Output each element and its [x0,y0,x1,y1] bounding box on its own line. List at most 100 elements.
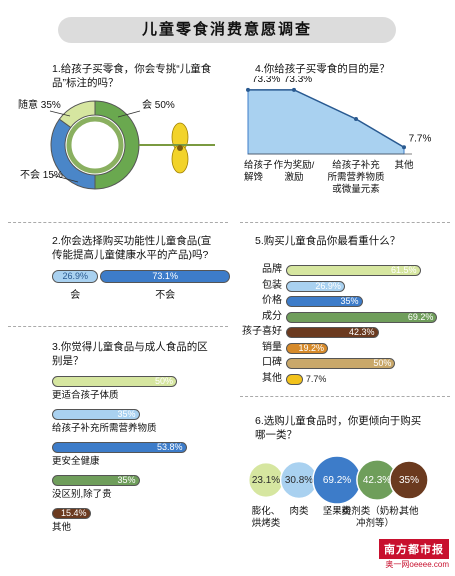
divider [240,222,450,223]
x-tick-label: 给孩子补充 [332,159,380,171]
bar-category-label: 其他 [262,372,282,384]
q1-question: 1.给孩子买零食，你会专挑“儿童食 品”标注的吗？ [52,63,212,89]
bar-category-label: 口碑 [262,357,282,368]
divider [8,326,228,327]
q2-question: 2.你会选择购买功能性儿童食品(宣 传能提高儿童健康水平的产品)吗? [52,235,212,261]
data-label: 7.7% [409,133,432,144]
bubble-category-label: 烘烤类 [252,517,281,529]
bar [52,475,140,486]
pie-slice [58,100,96,129]
pie-label: 不会 15% [20,168,63,181]
bar-value-label: 73.1% [152,271,178,281]
bar [52,442,187,453]
bar-value-label: 53.8% [156,442,183,452]
bar-category-label: 其他 [52,522,72,533]
bar [286,342,328,354]
bar-value-label: 61.5% [391,265,417,275]
q1-pie-chart: 随意 35% 会 50% 不会 15% [18,98,215,190]
bar-value-label: 15.4% [60,508,87,518]
bar [286,265,421,276]
bar-value-label: 26.9% [315,280,341,291]
pie-label: 会 50% [142,98,175,111]
propeller-hub [177,145,183,151]
bar [286,280,345,292]
bar-category-label: 更安全健康 [52,456,100,467]
q2-bar-chart: 26.9% 会 73.1% 不会 [52,270,232,310]
newspaper-logo: 南方都市报 奥一网oeeee.com [329,539,449,570]
pie-slice [94,100,140,190]
bar [52,508,91,519]
page-title: 儿童零食消费意愿调查 [58,17,396,43]
bar-category-label: 更适合孩子体质 [52,390,119,401]
bar-category-label: 不会 [155,290,176,301]
data-point [292,87,296,92]
bubble-value-label: 35% [399,475,419,486]
donut-hole [74,124,116,166]
bar-category-label: 会 [70,290,81,301]
q5-bar-chart: 61.5% 品牌 26.9% 包装 35% 价格 69.2% 成分 42.3% 孩子喜好 19.2%… [240,263,450,387]
data-point [246,87,250,92]
bar [286,327,379,338]
bar-category-label: 品牌 [262,264,282,275]
bubble-category-label: 坚果类 [323,505,352,517]
bar-category-label: 给孩子补充所需营养物质 [52,423,157,434]
bubble-value-label: 42.3% [363,475,391,486]
x-tick-label: 其他 [394,159,414,171]
q3-bar-chart: 50% 更适合孩子体质 35% 给孩子补充所需营养物质 53.8% 更安全健康 35% 没区别… [52,374,232,544]
bar [52,409,140,420]
bar-value-label: 42.3% [349,327,375,337]
data-label: 73.3% [284,76,312,85]
bar-value-label: 35% [117,475,136,485]
area-series [247,89,405,155]
bar-value-label: 69.2% [407,311,434,322]
q3-question: 3.你觉得儿童食品与成人食品的区 别是？ [52,341,208,367]
x-tick-label: 激励 [284,171,303,183]
bar-value-label: 35% [340,296,359,306]
divider [240,396,450,397]
bar [52,376,177,387]
divider [8,222,228,223]
pie-label: 随意 35% [18,98,61,111]
bar [100,270,230,283]
x-tick-label: 或微量元素 [332,183,380,195]
bar-category-label: 孩子喜好 [242,326,282,337]
area-line [248,89,405,148]
data-point [402,145,406,150]
leader-line [49,110,71,117]
leader-line [117,110,141,118]
x-tick-label: 给孩子 [244,159,273,171]
bar-value-label: 19.2% [298,342,324,353]
q5-question: 5.购买儿童食品你最看重什么？ [255,235,401,247]
bubble-category-label: 肉类 [289,505,309,517]
data-label: 73.3% [252,76,280,85]
data-point [354,117,358,121]
bar [286,296,363,307]
bubble-value-label: 69.2% [323,475,351,486]
bar-value-label: 50% [154,376,173,386]
bubble-value-label: 30.8% [285,475,313,486]
bubble-category-label: 冲剂等） [356,517,394,529]
bubble-category-label: 其他 [399,505,419,517]
bar [286,373,303,385]
bar-value-label: 7.7% [305,373,327,384]
bar [286,311,438,323]
bar-category-label: 包装 [262,279,282,291]
logo-sub: 奥一网oeeee.com [385,560,449,569]
leader-line [51,174,79,183]
q4-question: 4.你给孩子买零食的目的是？ [255,63,390,75]
x-tick-label: 作为奖励/ [274,159,315,171]
bubble-value-label: 23.1% [252,475,280,486]
bubble [389,460,429,500]
bar-category-label: 成分 [262,310,282,322]
bar-category-label: 销量 [262,341,282,353]
logo-main: 南方都市报 [379,539,449,559]
bar [286,358,396,369]
bar-value-label: 35% [117,409,136,419]
bar [52,270,99,283]
x-tick-label: 解馋 [244,171,264,183]
bar-value-label: 26.9% [62,271,88,281]
q6-bubble-chart: 23.1% 膨化、烘烤类 30.8% 肉类 69.2% 坚果类 42.3% 粉剂类（奶粉、冲剂… [247,455,429,529]
x-tick-label: 所需营养物质 [327,171,385,183]
bar-category-label: 价格 [262,295,282,306]
